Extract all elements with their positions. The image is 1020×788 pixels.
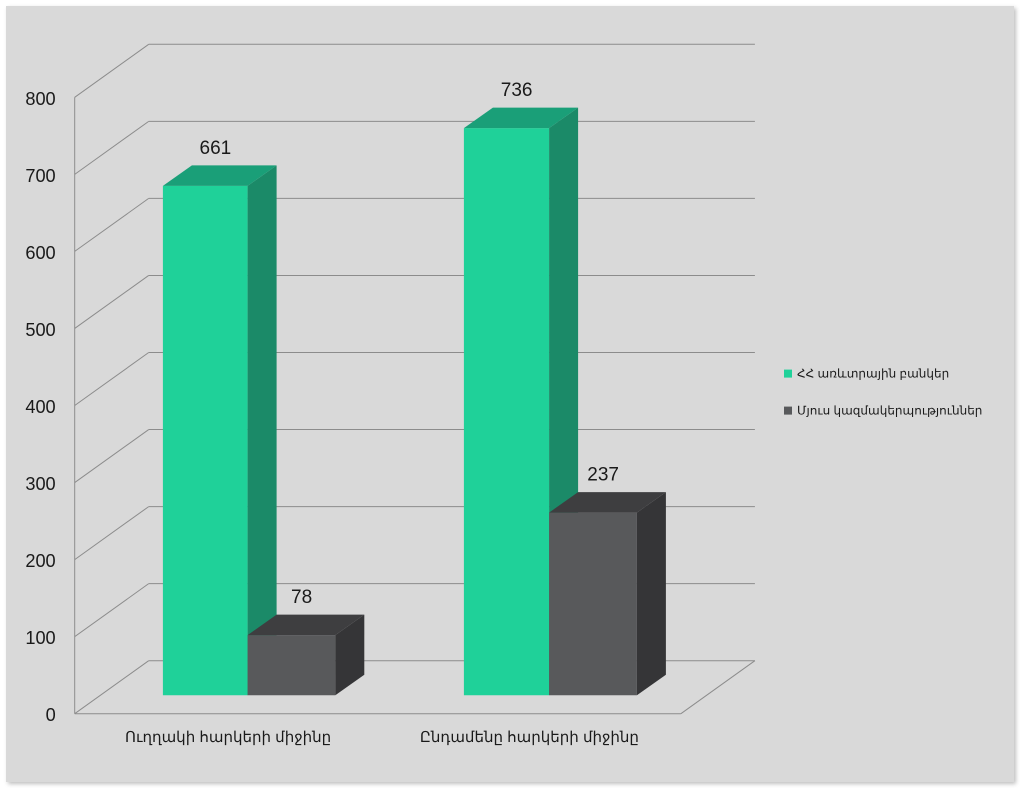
svg-text:100: 100 bbox=[25, 628, 55, 648]
svg-text:500: 500 bbox=[25, 320, 55, 340]
svg-text:600: 600 bbox=[25, 243, 55, 263]
svg-text:78: 78 bbox=[291, 587, 312, 608]
svg-text:661: 661 bbox=[200, 138, 232, 159]
svg-text:Ուղղակի հարկերի միջինը: Ուղղակի հարկերի միջինը bbox=[125, 729, 331, 746]
svg-text:Մյուս կազմակերպություններ: Մյուս կազմակերպություններ bbox=[797, 404, 982, 418]
svg-text:400: 400 bbox=[25, 397, 55, 417]
svg-text:736: 736 bbox=[501, 80, 533, 101]
svg-text:800: 800 bbox=[25, 89, 55, 109]
svg-text:ՀՀ առևտրային բանկեր: ՀՀ առևտրային բանկեր bbox=[797, 367, 949, 381]
svg-text:Ընդամենը հարկերի միջինը: Ընդամենը հարկերի միջինը bbox=[420, 729, 639, 746]
svg-text:300: 300 bbox=[25, 474, 55, 494]
svg-text:200: 200 bbox=[25, 551, 55, 571]
svg-text:0: 0 bbox=[46, 705, 56, 725]
svg-text:237: 237 bbox=[587, 465, 619, 486]
svg-text:700: 700 bbox=[25, 166, 55, 186]
